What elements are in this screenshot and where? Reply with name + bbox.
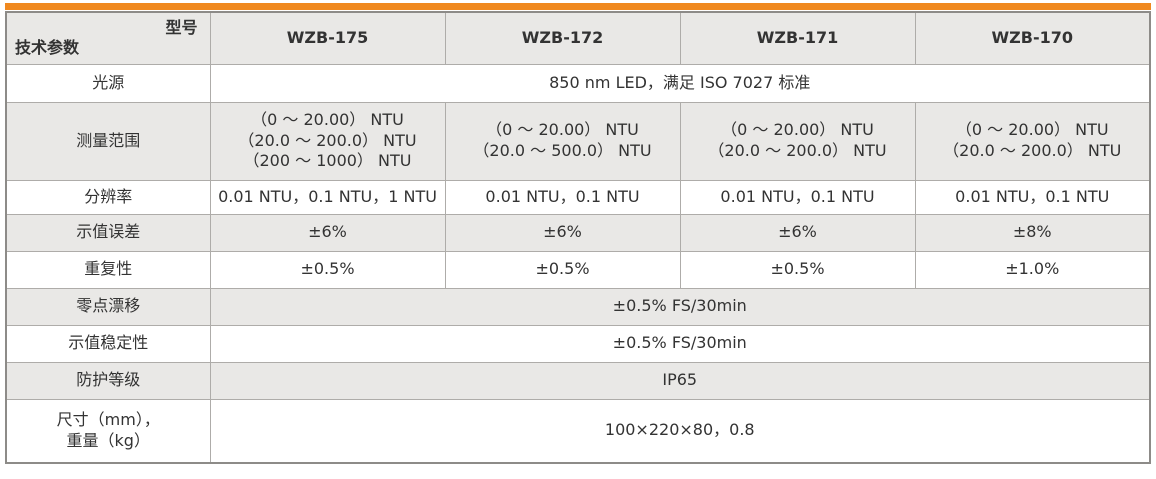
row-label: 零点漂移 (5, 287, 211, 326)
row-light-source: 光源 850 nm LED，满足 ISO 7027 标准 (5, 63, 1151, 103)
row-measure-range: 测量范围 （0 ～ 20.00） NTU （20.0 ～ 200.0） NTU … (5, 101, 1151, 181)
spec-value: ±6% (209, 213, 446, 252)
accent-bar (5, 3, 1151, 10)
corner-header-cell: 型号 技术参数 (5, 11, 211, 65)
row-resolution: 分辨率 0.01 NTU，0.1 NTU，1 NTU 0.01 NTU，0.1 … (5, 179, 1151, 215)
row-label: 防护等级 (5, 361, 211, 400)
spec-value: ±6% (679, 213, 916, 252)
spec-value: ±1.0% (914, 250, 1151, 289)
row-indication-stability: 示值稳定性 ±0.5% FS/30min (5, 324, 1151, 363)
row-label: 分辨率 (5, 179, 211, 215)
spec-value: （0 ～ 20.00） NTU （20.0 ～ 500.0） NTU (444, 101, 681, 181)
model-header-wzb-170: WZB-170 (914, 11, 1151, 65)
page: 型号 技术参数 WZB-175 WZB-172 WZB-171 WZB-170 … (5, 3, 1151, 464)
model-header-wzb-172: WZB-172 (444, 11, 681, 65)
row-zero-drift: 零点漂移 ±0.5% FS/30min (5, 287, 1151, 326)
header-row: 型号 技术参数 WZB-175 WZB-172 WZB-171 WZB-170 (5, 11, 1151, 65)
spec-value: （0 ～ 20.00） NTU （20.0 ～ 200.0） NTU (679, 101, 916, 181)
spec-value: ±0.5% FS/30min (209, 324, 1151, 363)
row-dimensions-weight: 尺寸（mm）， 重量（kg） 100×220×80，0.8 (5, 398, 1151, 464)
model-header-wzb-171: WZB-171 (679, 11, 916, 65)
spec-value: 0.01 NTU，0.1 NTU (444, 179, 681, 215)
row-repeatability: 重复性 ±0.5% ±0.5% ±0.5% ±1.0% (5, 250, 1151, 289)
model-header-wzb-175: WZB-175 (209, 11, 446, 65)
row-label: 示值稳定性 (5, 324, 211, 363)
spec-value: ±0.5% (444, 250, 681, 289)
spec-value: （0 ～ 20.00） NTU （20.0 ～ 200.0） NTU (914, 101, 1151, 181)
spec-value: ±0.5% FS/30min (209, 287, 1151, 326)
row-label: 光源 (5, 63, 211, 103)
row-label: 测量范围 (5, 101, 211, 181)
spec-value: IP65 (209, 361, 1151, 400)
corner-model-label: 型号 (165, 18, 198, 37)
row-label: 示值误差 (5, 213, 211, 252)
spec-value: （0 ～ 20.00） NTU （20.0 ～ 200.0） NTU （200 … (209, 101, 446, 181)
spec-value: 0.01 NTU，0.1 NTU (679, 179, 916, 215)
row-label: 重复性 (5, 250, 211, 289)
spec-value: 100×220×80，0.8 (209, 398, 1151, 464)
spec-value: ±0.5% (209, 250, 446, 289)
spec-table: 型号 技术参数 WZB-175 WZB-172 WZB-171 WZB-170 … (5, 11, 1151, 464)
row-label: 尺寸（mm）， 重量（kg） (5, 398, 211, 464)
spec-value: ±8% (914, 213, 1151, 252)
row-indication-error: 示值误差 ±6% ±6% ±6% ±8% (5, 213, 1151, 252)
row-protection-rating: 防护等级 IP65 (5, 361, 1151, 400)
spec-value: ±6% (444, 213, 681, 252)
spec-value: 850 nm LED，满足 ISO 7027 标准 (209, 63, 1151, 103)
spec-value: 0.01 NTU，0.1 NTU (914, 179, 1151, 215)
spec-value: ±0.5% (679, 250, 916, 289)
spec-value: 0.01 NTU，0.1 NTU，1 NTU (209, 179, 446, 215)
corner-param-label: 技术参数 (15, 37, 80, 57)
